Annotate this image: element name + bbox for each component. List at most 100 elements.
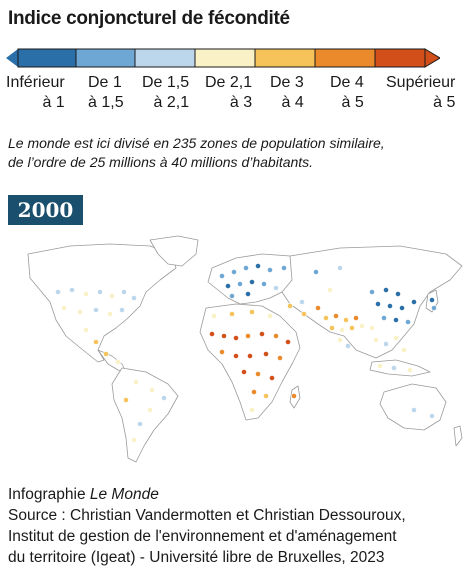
zone-point [299,299,305,305]
zone-point [259,331,265,337]
zone-point [123,397,129,403]
zone-point [431,305,437,311]
zone-point [55,289,61,295]
zone-point [149,387,155,393]
legend-item-5: De 4 à 5 [330,73,364,113]
zone-point [273,285,279,291]
zone-point [383,341,389,347]
zone-point [121,289,127,295]
zone-point [247,353,253,359]
zone-point [429,413,435,419]
scale-class-0 [17,48,77,68]
source-line-1: Source : Christian Vandermotten et Chris… [8,507,406,524]
legend-item-3: De 2,1 à 3 [205,73,252,113]
legend-label-line1: Supérieur [386,74,456,91]
zone-point [273,333,279,339]
legend-label-line2: à 5 [433,94,456,111]
zone-point [263,351,269,357]
zone-point [401,347,407,353]
zone-point [161,395,167,401]
zone-point [267,267,273,273]
legend-label-line2: à 1 [42,94,65,111]
zone-point [131,437,137,443]
zone-point [241,369,247,375]
zone-point [77,309,83,315]
zone-point [343,317,349,323]
legend-labels: Inférieur à 1 De 1 à 1,5 De 1,5 à 2,1 De… [0,73,474,117]
zone-point [387,303,393,309]
australia [379,383,447,431]
zone-point [83,291,89,297]
zone-point [249,407,255,413]
zone-point [133,379,139,385]
zone-point [281,265,287,271]
zone-point [103,351,109,357]
legend-label-line1: De 1,5 [142,74,190,91]
zone-point [337,337,343,343]
scale-class-4 [254,48,316,68]
southeast-asia-islands [369,359,431,377]
scale-class-2 [134,48,196,68]
legend-label-line2: à 5 [341,94,364,111]
zone-point [369,289,375,295]
zone-point [237,281,243,287]
zone-point [211,313,217,319]
zone-point [333,313,339,319]
legend-label-line2: à 2,1 [153,94,190,111]
population-zone-points [55,263,437,443]
north-america [27,243,177,363]
zone-point [245,291,251,297]
zone-point [375,301,381,307]
map-title: Indice conjoncturel de fécondité [8,8,290,29]
zone-point [383,287,389,293]
legend-label-line2: à 1,5 [88,94,124,111]
zone-point [83,327,89,333]
zone-point [267,313,273,319]
scale-arrow-right [424,48,440,68]
zone-point [229,311,235,317]
zone-point [93,307,99,313]
zone-point [359,323,365,329]
zone-point [301,311,307,317]
legend-item-2: De 1,5 à 2,1 [142,73,189,113]
zone-point [411,299,417,305]
legend-label-line1: De 1 [88,74,122,91]
zone-point [405,319,411,325]
zone-point [219,273,225,279]
zone-point [269,375,275,381]
zone-point [107,311,113,317]
scale-class-3 [194,48,256,68]
zone-point [393,335,399,341]
europe [207,253,301,305]
zone-point [339,327,345,333]
zone-point [255,371,261,377]
zone-point [251,389,257,395]
south-america [111,367,179,463]
zone-point [407,367,413,373]
zone-point [353,315,359,321]
legend-label-line2: à 4 [281,94,304,111]
zone-point [115,359,121,365]
zone-point [69,287,75,293]
zone-point [313,269,319,275]
zone-point [377,363,383,369]
zone-point [147,407,153,413]
source-line-3: du territoire (Igeat) - Université libre… [8,549,385,566]
zone-point [249,279,255,285]
footer: Infographie Le Monde Source : Christian … [8,484,470,568]
zone-point [327,287,333,293]
legend-label-line1: De 4 [330,74,364,91]
zone-point [93,339,99,345]
scale-arrow-left [6,49,18,67]
zone-point [245,333,251,339]
zone-point [137,421,143,427]
asia [281,245,463,359]
zone-point [231,269,237,275]
legend-label-line1: Inférieur [6,74,65,91]
year-badge: 2000 [8,195,83,225]
scale-class-6 [374,48,426,68]
source-line-2: Institut de gestion de l'environnement e… [8,528,397,545]
zone-point [97,289,103,295]
zone-point [291,393,297,399]
legend-item-1: De 1 à 1,5 [88,73,124,113]
